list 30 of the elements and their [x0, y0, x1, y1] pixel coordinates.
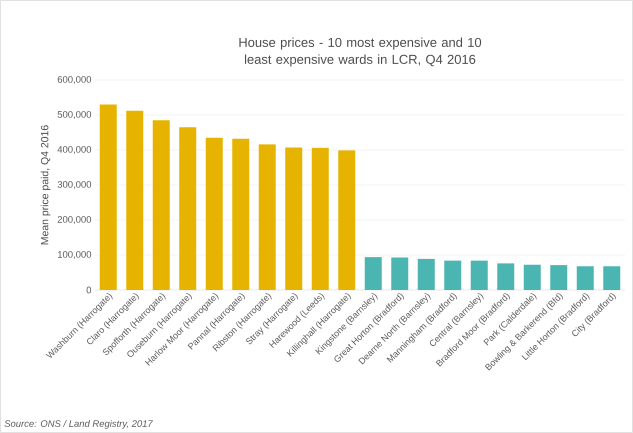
y-tick-label: 600,000: [58, 76, 92, 84]
bar: [524, 264, 541, 290]
bar: [179, 127, 196, 290]
y-tick-label: 300,000: [58, 181, 92, 189]
y-tick-label: 200,000: [58, 216, 92, 224]
bar: [152, 120, 170, 290]
bar: [550, 265, 568, 290]
bar: [100, 104, 117, 290]
bar: [391, 257, 408, 290]
source-note: Source: ONS / Land Registry, 2017: [4, 420, 154, 429]
bar: [126, 110, 144, 290]
bar: [285, 148, 302, 290]
chart-title: House prices - 10 most expensive and 10 least expensive wards in LCR, Q4 2016: [239, 37, 482, 67]
bar: [444, 260, 462, 290]
bar: [418, 258, 435, 290]
bar: [206, 138, 223, 290]
bar: [338, 150, 356, 290]
bar: [497, 263, 514, 290]
y-tick-label: 100,000: [58, 251, 92, 259]
bar: [576, 266, 594, 290]
bar: [232, 138, 250, 290]
bar: [470, 260, 488, 290]
y-tick-label: 500,000: [58, 111, 92, 119]
bar: [312, 148, 329, 290]
bar: [258, 144, 276, 290]
y-axis-title: Mean price paid, Q4 2016: [40, 125, 50, 244]
bar: [364, 257, 382, 290]
bar: [603, 266, 620, 290]
y-tick-label: 0: [86, 286, 92, 294]
y-tick-label: 400,000: [57, 146, 92, 154]
